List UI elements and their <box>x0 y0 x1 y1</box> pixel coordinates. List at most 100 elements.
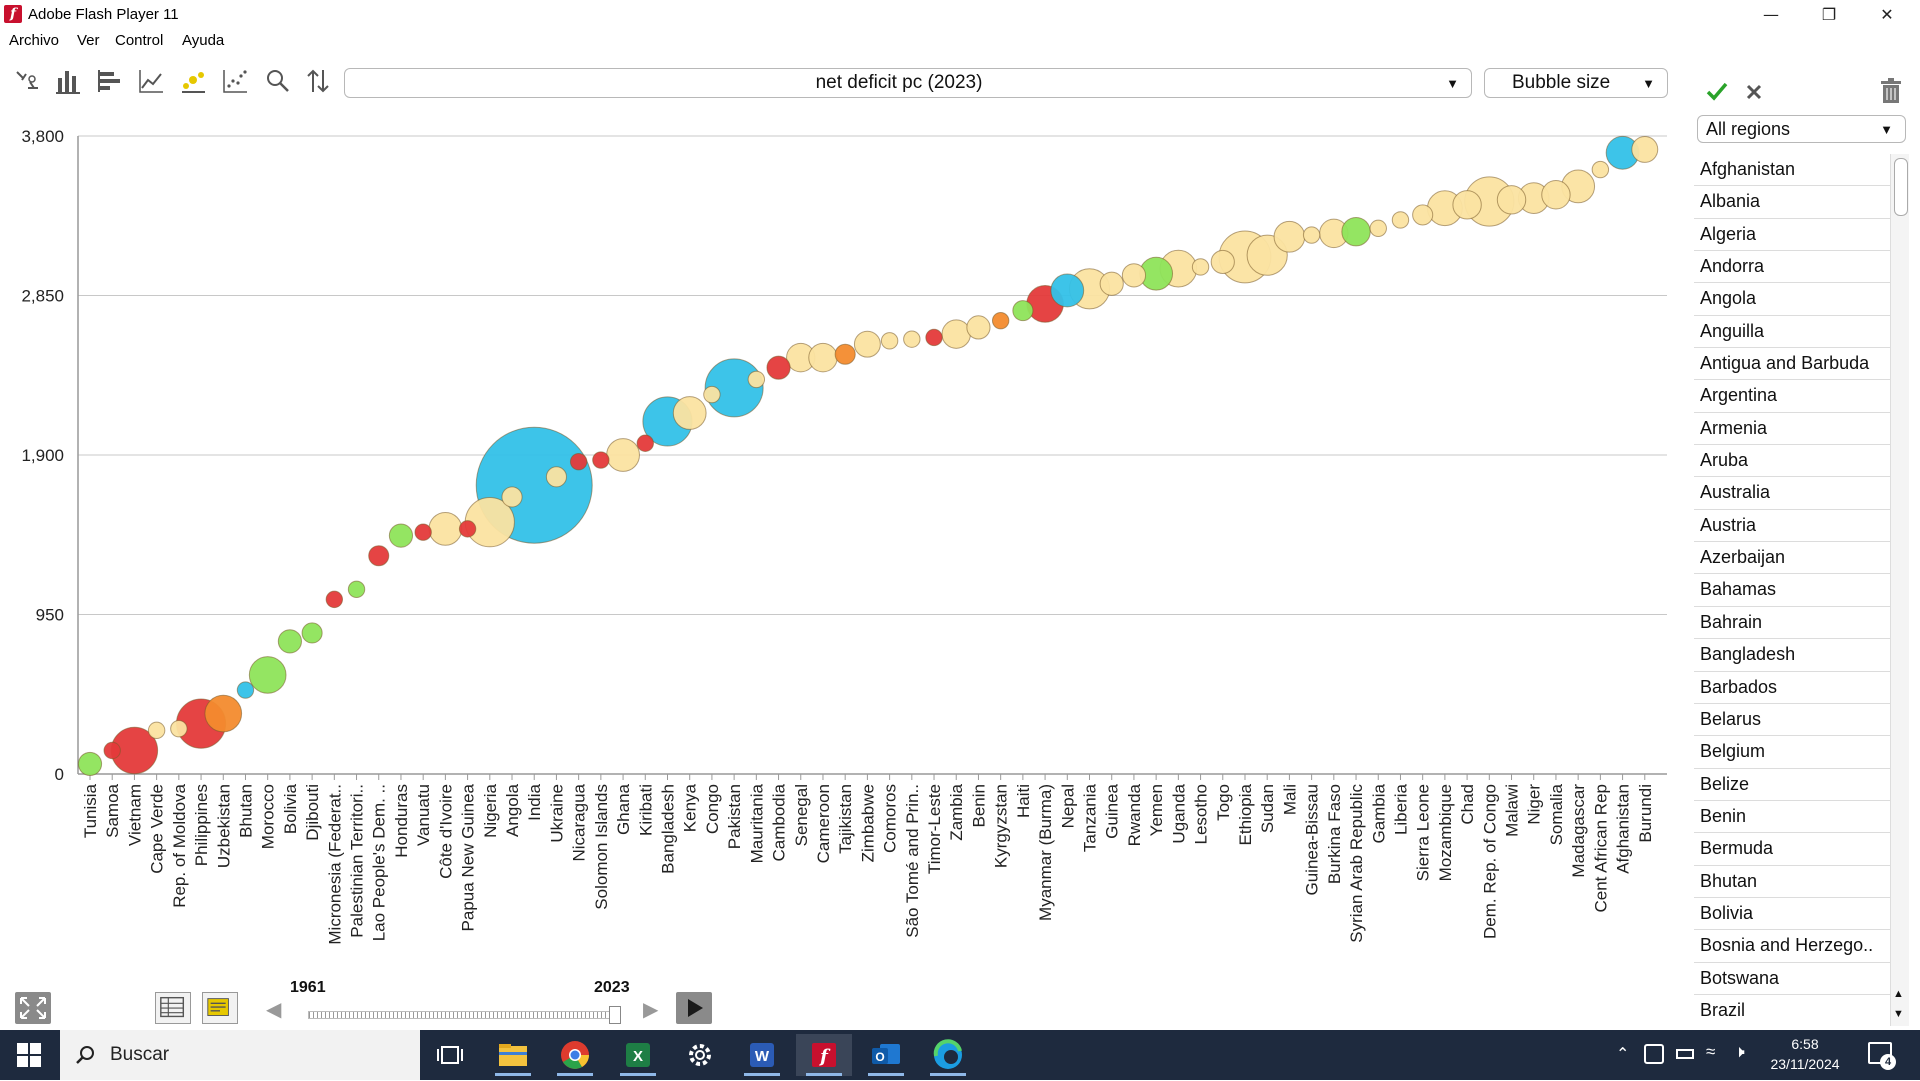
bubble-chart-icon[interactable] <box>12 66 42 96</box>
bubble-zimbabwe[interactable] <box>853 330 881 358</box>
battery-icon[interactable] <box>1676 1049 1694 1059</box>
windows-start-icon[interactable] <box>16 1042 42 1068</box>
country-list-item[interactable]: Anguilla <box>1694 316 1890 349</box>
menu-ayuda[interactable]: Ayuda <box>182 32 225 49</box>
bubble-ranked-icon[interactable] <box>178 66 208 96</box>
check-icon[interactable] <box>1703 78 1731 106</box>
bubble-papua-new-guinea[interactable] <box>458 520 477 538</box>
scroll-up-icon[interactable]: ▲ <box>1893 988 1904 1000</box>
bubble-palestinian-territori[interactable] <box>347 580 366 599</box>
bubble-burundi[interactable] <box>1631 135 1659 163</box>
bubble-vanuatu[interactable] <box>414 523 432 541</box>
country-list-item[interactable]: Angola <box>1694 283 1890 316</box>
country-list-item[interactable]: Botswana <box>1694 963 1890 995</box>
menu-ver[interactable]: Ver <box>77 32 100 49</box>
bubble-cameroon[interactable] <box>808 342 838 373</box>
trash-icon[interactable] <box>1877 76 1905 106</box>
bubble-nepal[interactable] <box>1050 273 1085 308</box>
line-chart-icon[interactable] <box>136 66 166 96</box>
menu-archivo[interactable]: Archivo <box>9 32 60 49</box>
bubble-kyrgyzstan[interactable] <box>991 311 1010 330</box>
speaker-icon[interactable]: 🕨 <box>1734 1042 1745 1061</box>
bubble-solomon-islands[interactable] <box>592 451 610 469</box>
bubble-benin[interactable] <box>966 315 991 340</box>
file-explorer-icon[interactable] <box>485 1034 541 1076</box>
country-list-item[interactable]: Belarus <box>1694 704 1890 737</box>
bubble-samoa[interactable] <box>103 741 121 760</box>
bubble-chad[interactable] <box>1452 190 1482 220</box>
country-list-item[interactable]: Belgium <box>1694 736 1890 769</box>
bubble-size-select[interactable]: Bubble size ▼ <box>1484 68 1668 98</box>
timeline-thumb[interactable] <box>609 1006 621 1024</box>
country-list-item[interactable]: Andorra <box>1694 251 1890 284</box>
country-list-scrollbar[interactable]: ▲ ▼ <box>1890 154 1909 1026</box>
country-list-item[interactable]: Austria <box>1694 510 1890 543</box>
country-list-item[interactable]: Belize <box>1694 769 1890 801</box>
bubble-ghana[interactable] <box>606 438 640 472</box>
outlook-icon[interactable]: O <box>858 1034 914 1076</box>
restore-icon[interactable]: ❐ <box>1821 5 1837 24</box>
bubble-timor-leste[interactable] <box>925 328 943 347</box>
sort-icon[interactable] <box>303 66 333 96</box>
scrollbar-thumb[interactable] <box>1894 158 1908 216</box>
bubble-guinea-bissau[interactable] <box>1302 226 1321 244</box>
bubble-tunisia[interactable] <box>77 751 103 777</box>
bubble-s-o-tom-and-prin[interactable] <box>903 330 921 348</box>
country-list-item[interactable]: Antigua and Barbuda <box>1694 348 1890 381</box>
play-button[interactable] <box>676 992 712 1024</box>
bubble-congo[interactable] <box>703 385 721 404</box>
country-list-item[interactable]: Brazil <box>1694 995 1890 1026</box>
bubble-guinea[interactable] <box>1099 271 1124 296</box>
country-list-item[interactable]: Bolivia <box>1694 898 1890 931</box>
indicator-select[interactable]: net deficit pc (2023) ▼ <box>344 68 1472 98</box>
bubble-zambia[interactable] <box>941 319 971 349</box>
bubble-ukraine[interactable] <box>545 466 567 488</box>
country-list-item[interactable]: Aruba <box>1694 445 1890 478</box>
bubble-togo[interactable] <box>1210 249 1235 275</box>
country-list-item[interactable]: Australia <box>1694 477 1890 510</box>
region-select[interactable]: All regions ▼ <box>1697 115 1906 143</box>
bubble-haiti[interactable] <box>1012 300 1034 322</box>
country-list-item[interactable]: Argentina <box>1694 380 1890 413</box>
bar-chart-icon[interactable] <box>53 66 83 96</box>
chrome-icon[interactable] <box>547 1034 603 1076</box>
close-icon[interactable]: ✕ <box>1880 5 1894 24</box>
bubble-cambodia[interactable] <box>766 355 791 380</box>
bubble-angola[interactable] <box>501 486 523 508</box>
menu-control[interactable]: Control <box>115 32 164 49</box>
security-icon[interactable] <box>1644 1044 1664 1064</box>
bubble-mali[interactable] <box>1273 220 1306 253</box>
bubble-cape-verde[interactable] <box>147 721 166 740</box>
scatter-icon[interactable] <box>220 66 250 96</box>
country-list-item[interactable]: Azerbaijan <box>1694 542 1890 575</box>
clock-date[interactable]: 23/11/2024 <box>1770 1056 1840 1072</box>
bubble-bhutan[interactable] <box>236 681 255 699</box>
bubble-nicaragua[interactable] <box>569 453 588 471</box>
minimize-icon[interactable]: — <box>1763 5 1779 24</box>
timeline-slider[interactable] <box>308 1006 621 1024</box>
country-list-item[interactable]: Algeria <box>1694 219 1890 252</box>
settings-icon[interactable] <box>672 1034 728 1076</box>
bubble-comoros[interactable] <box>880 332 899 350</box>
scroll-down-icon[interactable]: ▼ <box>1893 1008 1904 1020</box>
country-list-item[interactable]: Bosnia and Herzego.. <box>1694 930 1890 963</box>
country-list-item[interactable]: Bhutan <box>1694 866 1890 898</box>
country-list-item[interactable]: Bangladesh <box>1694 639 1890 672</box>
excel-icon[interactable]: X <box>610 1034 666 1076</box>
bubble-cent-african-rep[interactable] <box>1591 160 1610 179</box>
flash-player-taskbar-icon[interactable]: f <box>796 1034 852 1076</box>
bubble-rep-of-moldova[interactable] <box>170 719 188 738</box>
country-list-item[interactable]: Albania <box>1694 186 1890 219</box>
country-list-item[interactable]: Bermuda <box>1694 833 1890 866</box>
country-list-item[interactable]: Barbados <box>1694 672 1890 704</box>
clear-icon[interactable] <box>1740 78 1768 106</box>
fullscreen-icon[interactable] <box>15 992 51 1024</box>
bubble-bolivia[interactable] <box>277 629 303 654</box>
bubble-rwanda[interactable] <box>1121 263 1147 288</box>
country-list-item[interactable]: Bahrain <box>1694 607 1890 640</box>
bubble-somalia[interactable] <box>1541 180 1571 210</box>
bubble-lao-people-s-dem[interactable] <box>368 545 390 567</box>
clock-time[interactable]: 6:58 <box>1791 1036 1819 1052</box>
bubble-mauritania[interactable] <box>747 370 766 389</box>
bubble-morocco[interactable] <box>248 656 287 694</box>
